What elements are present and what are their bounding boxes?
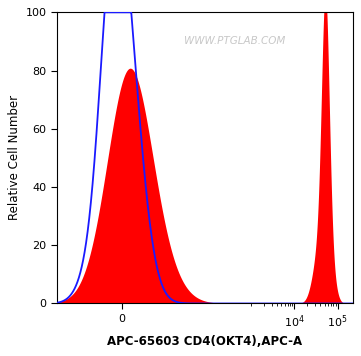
X-axis label: APC-65603 CD4(OKT4),APC-A: APC-65603 CD4(OKT4),APC-A bbox=[107, 335, 303, 348]
Text: WWW.PTGLAB.COM: WWW.PTGLAB.COM bbox=[184, 36, 285, 46]
Y-axis label: Relative Cell Number: Relative Cell Number bbox=[8, 95, 21, 220]
